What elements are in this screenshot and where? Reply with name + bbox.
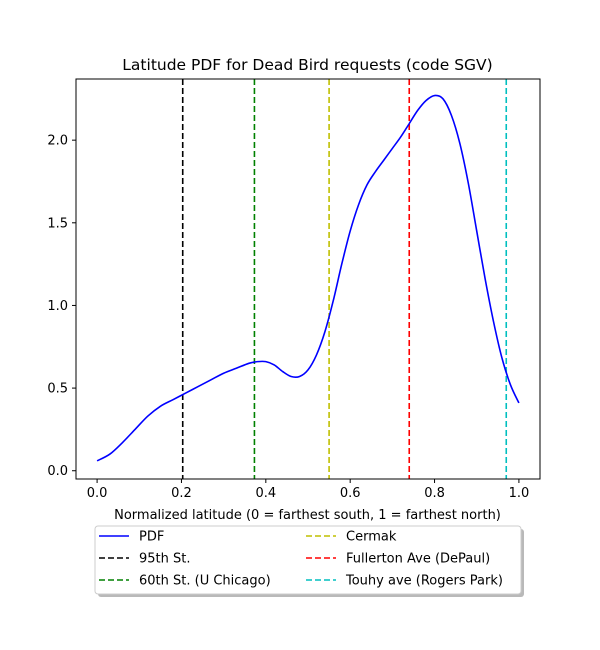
x-axis-label: Normalized latitude (0 = farthest south,…	[114, 508, 501, 523]
y-tick-label: 0.0	[47, 464, 68, 479]
x-tick-label: 0.2	[171, 486, 192, 501]
x-tick-label: 0.6	[340, 486, 361, 501]
legend-label: Cermak	[346, 530, 397, 545]
legend-box	[94, 525, 522, 595]
y-tick-label: 1.0	[47, 299, 68, 314]
x-tick-label: 1.0	[509, 486, 530, 501]
legend-label: 60th St. (U Chicago)	[139, 574, 271, 589]
x-tick-label: 0.8	[424, 486, 445, 501]
series-line-0	[96, 94, 520, 462]
legend-items: PDF 95th St. 60th St. (U Chicago) Cermak Ful…	[99, 530, 503, 589]
x-tick-label: 0.4	[255, 486, 276, 501]
axes-frame	[75, 78, 541, 480]
plot-area	[96, 79, 520, 479]
y-tick-label: 1.5	[47, 216, 68, 231]
y-axis-ticks: 0.0 0.5 1.0 1.5 2.0	[47, 134, 76, 479]
reference-lines	[181, 79, 508, 479]
y-tick-label: 2.0	[47, 134, 68, 149]
series-layer	[96, 94, 520, 462]
legend-label: Touhy ave (Rogers Park)	[345, 574, 503, 589]
legend-label: 95th St.	[139, 552, 191, 567]
legend-label: PDF	[139, 530, 164, 545]
x-axis-ticks: 0.0 0.2 0.4 0.6 0.8 1.0	[87, 479, 530, 501]
legend: PDF 95th St. 60th St. (U Chicago) Cermak Ful…	[94, 525, 524, 597]
y-tick-label: 0.5	[47, 382, 68, 397]
chart-title: Latitude PDF for Dead Bird requests (cod…	[122, 56, 492, 74]
legend-label: Fullerton Ave (DePaul)	[346, 552, 490, 567]
x-tick-label: 0.0	[87, 486, 108, 501]
